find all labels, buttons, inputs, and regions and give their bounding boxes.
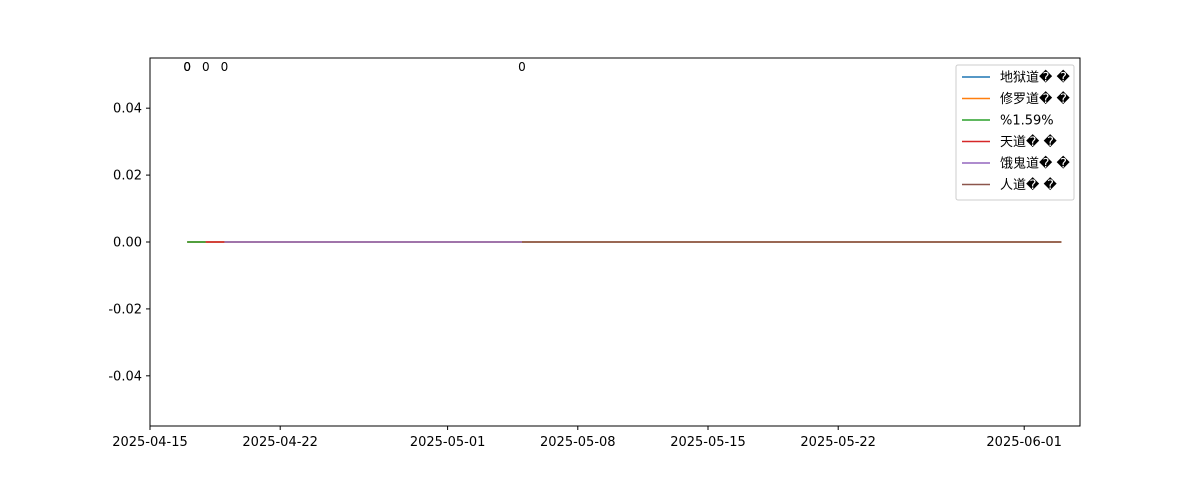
y-tick-label: 0.02 (113, 169, 142, 184)
legend-label: 地狱道� � (1000, 69, 1070, 86)
x-axis: 2025-04-15 2025-04-22 2025-05-01 2025-05-08… (112, 426, 1062, 450)
y-tick-label: -0.04 (108, 369, 142, 384)
y-tick-label: 0.04 (113, 102, 142, 117)
legend-label: 人道� � (1000, 176, 1057, 193)
x-tick-label: 2025-05-15 (670, 435, 746, 450)
data-label: 0 (518, 60, 526, 74)
x-tick-label: 2025-06-01 (986, 435, 1062, 450)
x-tick-label: 2025-05-22 (800, 435, 876, 450)
y-tick-label: -0.02 (108, 302, 142, 317)
legend-label: 饿鬼道� � (1000, 155, 1070, 172)
annotation-layer: 00 0 0 0 (183, 60, 525, 74)
legend: 地狱道� � 修罗道� � %1.59% 天道� � 饿鬼道� � 人道� � (955, 64, 1075, 201)
data-label: 0 (183, 60, 191, 74)
data-label: 0 (183, 60, 191, 74)
x-tick-label: 2025-05-01 (410, 435, 486, 450)
x-tick-label: 2025-05-08 (540, 435, 616, 450)
legend-label: 修罗道� � (1000, 90, 1070, 107)
x-tick-label: 2025-04-15 (112, 435, 188, 450)
data-label: 0 (221, 60, 229, 74)
legend-label: %1.59% (1000, 114, 1054, 129)
y-tick-label: 0.00 (113, 236, 142, 251)
data-label: 0 (202, 60, 210, 74)
x-tick-label: 2025-04-22 (242, 435, 318, 450)
legend-label: 天道� � (1000, 133, 1057, 150)
y-axis: 0.04 0.02 0.00 -0.02 -0.04 (108, 102, 150, 384)
